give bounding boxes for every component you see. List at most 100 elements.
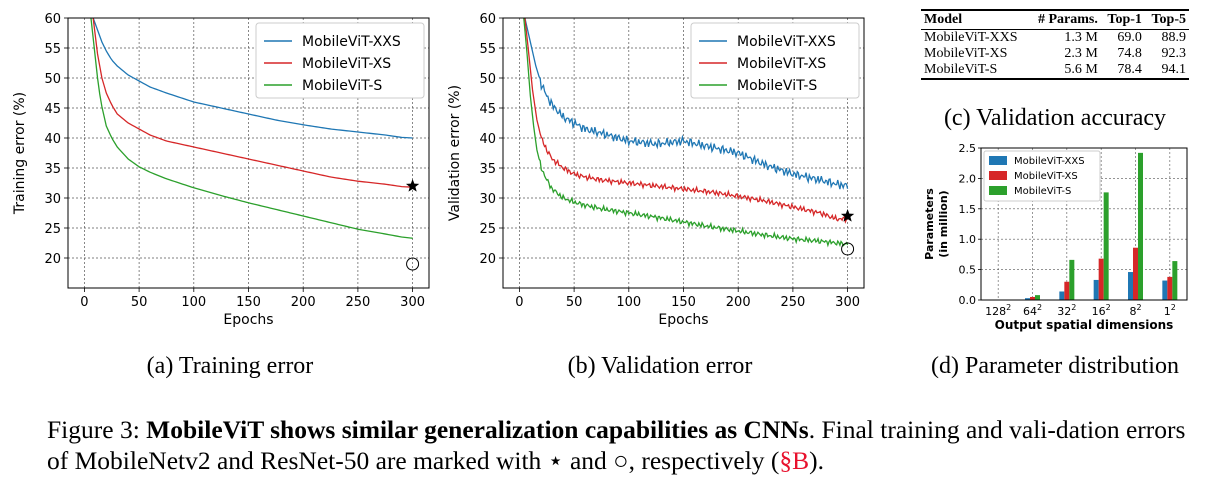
figure-caption-end: ).	[809, 446, 825, 475]
validation-error-chart: 0 50 100 150 200 250 300 20 25 30 35 40 45 50 55 60 Epoc…	[447, 12, 865, 328]
series-line	[92, 18, 413, 139]
y-tick-label: 1.0	[959, 233, 977, 246]
table-row: MobileViT-S 5.6 M 78.4 94.1	[921, 62, 1189, 79]
table-cell: MobileViT-S	[924, 62, 998, 77]
table-cell: 92.3	[1161, 46, 1187, 61]
x-tick-label: 300	[835, 295, 860, 310]
figure-caption-bold: MobileViT shows similar generalization c…	[146, 415, 809, 444]
y-tick-label: 25	[479, 222, 496, 237]
x-tick-label: 300	[400, 295, 425, 310]
x-tick-label: 0	[80, 295, 88, 310]
bar	[1064, 281, 1070, 300]
bar	[1059, 291, 1065, 300]
legend-label: MobileViT-XS	[1014, 171, 1078, 182]
bar	[1035, 295, 1040, 300]
legend-label: MobileViT-XXS	[737, 34, 836, 50]
y-tick-label: 40	[479, 132, 496, 147]
table-row: MobileViT-XS 2.3 M 74.8 92.3	[921, 46, 1189, 62]
legend-label: MobileViT-XXS	[1014, 156, 1085, 167]
legend-box	[690, 22, 860, 99]
table-cell: 94.1	[1161, 62, 1187, 77]
star-marker	[840, 209, 855, 222]
x-axis-label: Epochs	[658, 312, 708, 328]
table-header: # Params.	[1029, 10, 1101, 30]
x-tick-label: 12	[1164, 303, 1176, 318]
section-reference-link[interactable]: §B	[779, 446, 810, 475]
x-tick-label: 100	[181, 295, 206, 310]
training-error-chart: 0 50 100 150 200 250 300 20 25 30 35 40 45 50 55 60 Epoc…	[12, 12, 430, 328]
legend-box	[983, 150, 1101, 202]
y-tick-label: 20	[479, 252, 496, 267]
x-tick-label: 150	[671, 295, 696, 310]
y-tick-label: 55	[479, 42, 496, 57]
parameter-distribution-chart: 0.0 0.5 1.0 1.5 2.0 2.5 1282 642 322 162 82 12Outpu…	[923, 142, 1188, 332]
series-line	[524, 18, 849, 224]
series-line	[524, 18, 849, 190]
y-axis-label: (in million)	[937, 190, 950, 257]
y-axis-label: Parameters	[923, 188, 936, 260]
x-tick-label: 150	[236, 295, 261, 310]
y-tick-label: 50	[44, 72, 61, 87]
table-cell: MobileViT-XS	[924, 46, 1008, 61]
bar	[1098, 258, 1104, 300]
y-tick-label: 25	[44, 222, 61, 237]
table-cell: 78.4	[1117, 62, 1142, 77]
table-header: Model	[921, 10, 1030, 30]
table-header: Top-5	[1144, 10, 1189, 30]
legend-swatch	[989, 156, 1007, 165]
legend-swatch	[989, 171, 1007, 180]
y-tick-label: 60	[44, 12, 61, 27]
bar	[1069, 259, 1075, 300]
y-axis-label: Validation error (%)	[447, 85, 463, 221]
table-cell: 5.6 M	[1064, 62, 1098, 77]
x-tick-label: 162	[1092, 303, 1111, 318]
x-tick-label: 200	[291, 295, 316, 310]
caption-c: (c) Validation accuracy	[943, 105, 1167, 131]
x-tick-label: 50	[566, 295, 583, 310]
legend-label: MobileViT-S	[1014, 186, 1071, 197]
y-tick-label: 50	[479, 72, 496, 87]
x-tick-label: 1282	[985, 303, 1011, 318]
x-axis-label: Output spatial dimensions	[995, 318, 1174, 332]
table-row: MobileViT-XXS 1.3 M 69.0 88.9	[921, 30, 1189, 47]
y-tick-label: 35	[44, 162, 61, 177]
plot-frame	[980, 147, 1188, 301]
x-tick-label: 0	[515, 295, 523, 310]
x-tick-label: 50	[131, 295, 148, 310]
y-tick-label: 30	[479, 192, 496, 207]
y-tick-label: 40	[44, 132, 61, 147]
figure-caption-text: . Final training and vali-dation errors …	[47, 415, 1186, 475]
y-tick-label: 45	[479, 102, 496, 117]
y-tick-label: 1.5	[959, 203, 977, 216]
table-cell: 1.3 M	[1064, 30, 1098, 45]
validation-accuracy-table: Model # Params. Top-1 Top-5 MobileViT-XX…	[921, 9, 1189, 80]
plot-frame	[67, 17, 430, 289]
y-tick-label: 20	[44, 252, 61, 267]
bar	[1103, 192, 1109, 300]
y-axis-label: Training error (%)	[12, 92, 28, 215]
legend-label: MobileViT-S	[737, 78, 817, 94]
x-tick-label: 250	[780, 295, 805, 310]
y-tick-label: 30	[44, 192, 61, 207]
x-tick-label: 200	[726, 295, 751, 310]
bar	[1167, 276, 1173, 300]
caption-b: (b) Validation error	[567, 353, 753, 379]
legend-label: MobileViT-S	[302, 78, 382, 94]
caption-d: (d) Parameter distribution	[931, 353, 1179, 379]
bar	[1093, 279, 1099, 300]
table-header-row: Model # Params. Top-1 Top-5	[921, 10, 1189, 30]
series-line	[523, 18, 849, 248]
y-tick-label: 2.0	[959, 172, 977, 185]
x-tick-label: 322	[1057, 303, 1076, 318]
bar	[1162, 280, 1168, 300]
table-cell: 74.8	[1117, 46, 1142, 61]
x-axis-label: Epochs	[223, 312, 273, 328]
table-cell: MobileViT-XXS	[924, 30, 1018, 45]
series-line	[90, 18, 413, 239]
legend-label: MobileViT-XXS	[302, 34, 401, 50]
table-header: Top-1	[1100, 10, 1145, 30]
table-cell: 69.0	[1117, 30, 1142, 45]
bar	[1025, 298, 1030, 300]
y-tick-label: 55	[44, 42, 61, 57]
bar	[1172, 261, 1178, 300]
